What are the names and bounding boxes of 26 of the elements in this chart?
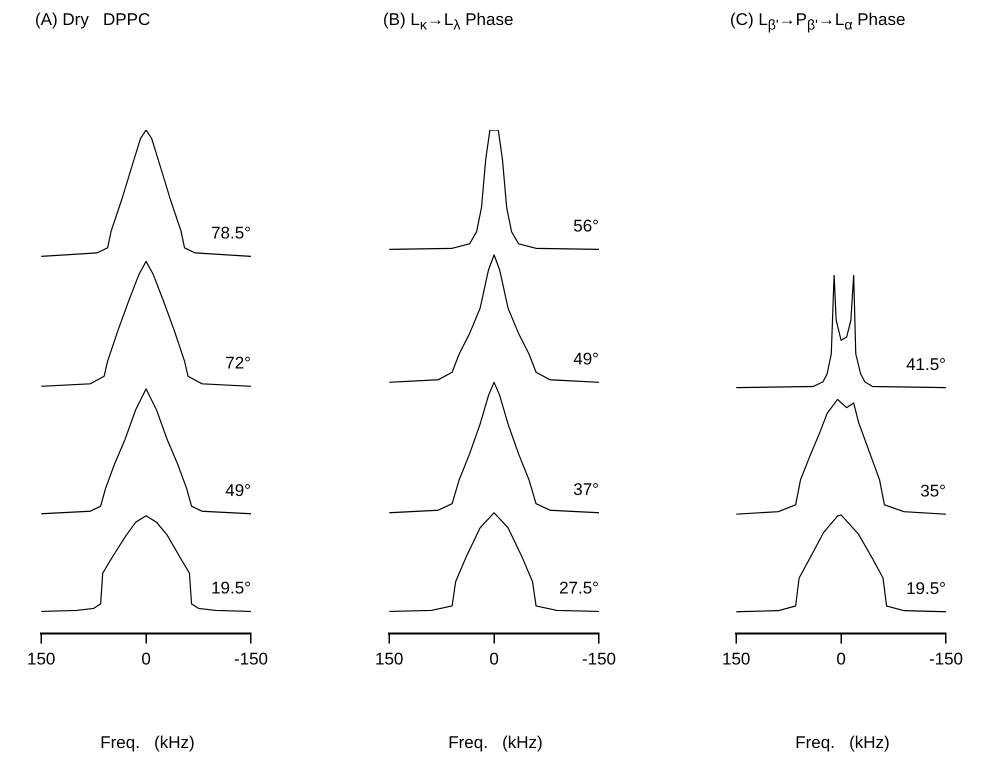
x-axis-title: Freq. (kHz) <box>794 733 891 753</box>
x-axis-title: Freq. (kHz) <box>99 733 196 753</box>
series-label: 19.5° <box>906 578 946 598</box>
x-tick-label: 0 <box>836 649 846 668</box>
x-tick-label: -150 <box>234 649 268 668</box>
series-label: 19.5° <box>211 578 251 598</box>
series-label: 41.5° <box>906 354 946 374</box>
x-tick-label: -150 <box>582 649 616 668</box>
series-label: 37° <box>573 480 599 499</box>
x-axis-title: Freq. (kHz) <box>447 733 544 753</box>
series-label: 27.5° <box>559 578 599 598</box>
series-label: 78.5° <box>211 224 251 243</box>
x-tick-label: -150 <box>928 649 964 668</box>
chart-title: (B) L$_{κ}$→L$_{λ}$ Phase <box>383 10 514 34</box>
x-tick-label: 0 <box>141 649 151 668</box>
chart-title: (C) L$_{β'}$→P$_{β'}$→L$_{α}$ Phase <box>730 10 906 34</box>
chart-title: (A) Dry DPPC <box>35 10 150 30</box>
x-tick-label: 150 <box>374 649 404 668</box>
series-label: 49° <box>573 349 599 368</box>
x-tick-label: 150 <box>26 649 56 668</box>
x-tick-label: 0 <box>489 649 499 668</box>
series-label: 35° <box>920 481 946 500</box>
series-label: 72° <box>225 354 251 373</box>
series-label: 49° <box>225 480 251 500</box>
x-tick-label: 150 <box>722 649 750 668</box>
series-label: 56° <box>573 216 599 236</box>
